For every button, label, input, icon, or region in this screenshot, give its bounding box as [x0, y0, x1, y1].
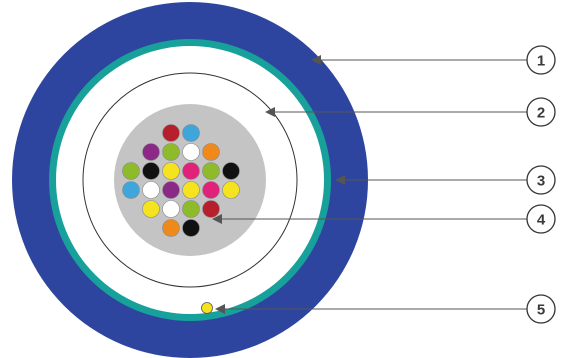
- fiber-white: [182, 143, 200, 161]
- leader-arrowheads: [212, 55, 345, 314]
- fiber-yellow: [162, 162, 180, 180]
- fiber-orange: [162, 219, 180, 237]
- arrowhead-1: [311, 55, 321, 65]
- fiber-yellow: [142, 200, 160, 218]
- fiber-green: [182, 200, 200, 218]
- arrowhead-4: [212, 214, 222, 224]
- callout-4: 4: [526, 204, 556, 234]
- callout-5: 5: [526, 294, 556, 324]
- fiber-white: [142, 181, 160, 199]
- callout-4-number: 4: [537, 212, 546, 229]
- fiber-pink: [202, 181, 220, 199]
- callout-1: 1: [526, 45, 556, 75]
- fiber-green: [202, 162, 220, 180]
- core-gel: [114, 104, 266, 256]
- fiber-green: [162, 143, 180, 161]
- fiber-yellow: [222, 181, 240, 199]
- callout-1-number: 1: [537, 53, 545, 70]
- fiber-orange: [202, 143, 220, 161]
- fiber-red: [162, 124, 180, 142]
- arrowhead-2: [265, 107, 275, 117]
- fiber-black: [222, 162, 240, 180]
- fiber-black: [142, 162, 160, 180]
- fiber-purple: [162, 181, 180, 199]
- fiber-purple: [142, 143, 160, 161]
- callout-5-circle: [526, 294, 556, 324]
- callout-1-circle: [526, 45, 556, 75]
- fiber-bundle: [122, 124, 240, 237]
- leader-lines: [214, 59, 527, 310]
- fiber-white: [162, 200, 180, 218]
- callout-3-number: 3: [537, 173, 545, 190]
- fiber-yellow: [182, 181, 200, 199]
- fiber-pink: [182, 162, 200, 180]
- callout-5-number: 5: [537, 302, 545, 319]
- fiber-green: [122, 162, 140, 180]
- callout-2: 2: [526, 97, 556, 127]
- arrowhead-5: [215, 304, 225, 314]
- callout-3: 3: [526, 165, 556, 195]
- fiber-black: [182, 219, 200, 237]
- callout-3-circle: [526, 165, 556, 195]
- callout-4-circle: [526, 204, 556, 234]
- fiber-red: [202, 200, 220, 218]
- fiber-cyan: [122, 181, 140, 199]
- callout-2-number: 2: [537, 105, 545, 122]
- fiber-cyan: [182, 124, 200, 142]
- arrowhead-3: [335, 175, 345, 185]
- ripcord: [201, 302, 213, 314]
- callout-2-circle: [526, 97, 556, 127]
- callouts: 1 2 3 4 5: [526, 45, 556, 324]
